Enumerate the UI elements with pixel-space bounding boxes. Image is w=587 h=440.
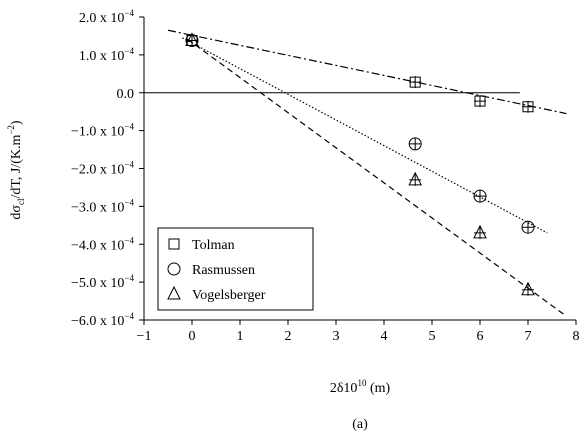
marker	[522, 100, 534, 113]
y-tick-exponent: −4	[124, 197, 134, 207]
y-tick-label-text: −6.0 x 10	[71, 314, 124, 329]
y-tick-exponent: −4	[124, 311, 134, 321]
x-tick-label: −1	[137, 329, 152, 344]
y-tick-label: −5.0 x 10−4	[71, 273, 134, 291]
fit-line	[182, 37, 548, 234]
x-tick-label: 2	[285, 329, 292, 344]
marker-shape	[167, 285, 181, 300]
marker-cross	[186, 34, 198, 47]
marker-cross	[522, 100, 534, 113]
y-tick-label: 2.0 x 10−4	[79, 8, 135, 26]
marker	[168, 238, 180, 250]
y-tick-exponent: −4	[124, 235, 134, 245]
legend-label: Tolman	[192, 238, 235, 253]
y-tick-label-text: 2.0 x 10	[79, 11, 125, 26]
x-tick-label: 5	[429, 329, 436, 344]
legend-label: Vogelsberger	[192, 288, 266, 303]
y-tick-label: −2.0 x 10−4	[71, 160, 134, 178]
marker	[474, 95, 486, 108]
marker-cross	[474, 226, 486, 239]
y-tick-exponent: −4	[124, 273, 134, 283]
marker	[521, 281, 535, 296]
marker-cross	[522, 221, 534, 234]
y-tick-exponent: −4	[124, 46, 134, 56]
y-tick-label-text: −3.0 x 10	[71, 200, 124, 215]
y-axis-label: dσcl/dT, J/(K.m−2)	[6, 120, 26, 220]
y-tick-label-text: −1.0 x 10	[71, 125, 124, 140]
y-tick-label: −4.0 x 10−4	[71, 235, 134, 253]
y-tick-exponent: −4	[124, 122, 134, 132]
y-tick-label-text: 0.0	[117, 87, 135, 102]
x-tick-label: 6	[477, 329, 484, 344]
x-tick-label: 0	[189, 329, 196, 344]
x-tick-label: 3	[333, 329, 340, 344]
y-tick-label: 0.0	[117, 87, 135, 102]
marker-cross	[409, 173, 422, 186]
fit-line	[167, 29, 567, 115]
x-tick-label: 1	[237, 329, 244, 344]
marker	[409, 76, 422, 89]
y-tick-exponent: −4	[124, 8, 134, 18]
marker-shape	[167, 262, 181, 276]
x-tick-label: 4	[381, 329, 388, 344]
y-tick-label: −3.0 x 10−4	[71, 197, 134, 215]
y-tick-label-text: −2.0 x 10	[71, 163, 124, 178]
x-tick-label: 7	[525, 329, 532, 344]
y-tick-label-text: 1.0 x 10	[79, 49, 125, 64]
marker	[473, 224, 487, 239]
marker	[167, 285, 181, 300]
y-tick-label: −1.0 x 10−4	[71, 122, 134, 140]
y-tick-exponent: −4	[124, 160, 134, 170]
marker	[408, 137, 422, 151]
marker-cross	[474, 95, 486, 108]
legend-label: Rasmussen	[192, 263, 255, 278]
y-tick-label-text: −4.0 x 10	[71, 238, 124, 253]
marker-cross	[522, 283, 534, 296]
marker-cross	[474, 190, 486, 203]
y-tick-label: −6.0 x 10−4	[71, 311, 134, 329]
marker	[167, 262, 181, 276]
marker-cross	[409, 137, 422, 150]
caption: (a)	[352, 417, 368, 432]
y-tick-label: 1.0 x 10−4	[79, 46, 135, 64]
marker	[473, 189, 487, 203]
x-axis-label: 2δ1010 (m)	[330, 378, 391, 396]
x-tick-label: 8	[573, 329, 580, 344]
marker	[408, 171, 423, 186]
marker	[185, 32, 199, 47]
marker-shape	[168, 238, 180, 250]
y-tick-label-text: −5.0 x 10	[71, 276, 124, 291]
legend-box	[157, 227, 314, 311]
fit-line	[186, 38, 567, 317]
marker	[521, 220, 535, 234]
marker-cross	[409, 76, 422, 89]
